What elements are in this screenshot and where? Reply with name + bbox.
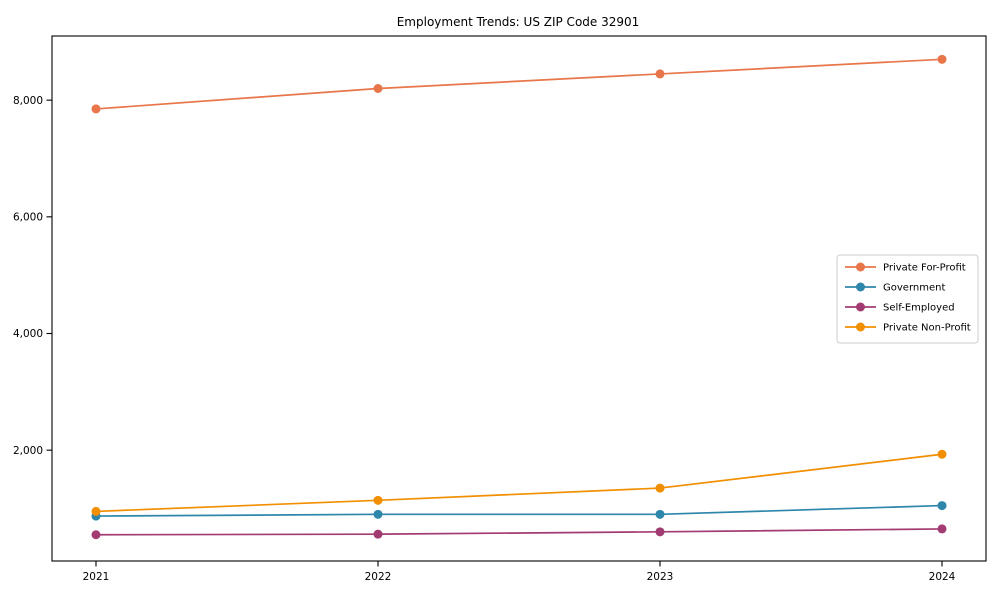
legend-label: Government	[883, 283, 945, 294]
data-point	[373, 84, 383, 93]
legend-entry: Government	[845, 282, 945, 294]
legend-entry: Private For-Profit	[845, 262, 966, 274]
y-tick-label: 8,000	[13, 95, 43, 107]
x-tick-label: 2021	[83, 571, 110, 583]
legend-label: Private For-Profit	[883, 263, 966, 274]
data-point	[655, 483, 665, 493]
legend: Private For-Profit Government Self-Employe…	[836, 254, 979, 344]
y-tick-label: 6,000	[13, 212, 43, 224]
series-line-self-employed	[95, 528, 943, 536]
y-tick-label: 2,000	[13, 445, 43, 457]
legend-entry: Private Non-Profit	[845, 322, 971, 334]
legend-marker	[856, 302, 865, 312]
data-point	[373, 509, 383, 519]
x-tick-label: 2022	[365, 571, 392, 583]
legend-marker	[856, 322, 865, 332]
data-point	[937, 524, 947, 534]
data-point	[655, 509, 665, 519]
data-point	[937, 54, 947, 64]
data-point	[937, 449, 947, 459]
legend-box	[836, 254, 979, 344]
data-point	[655, 527, 665, 537]
data-point	[373, 495, 383, 505]
data-point	[91, 506, 101, 516]
chart-title: Employment Trends: US ZIP Code 32901	[397, 15, 640, 29]
data-point	[937, 501, 947, 511]
axes-spines	[51, 35, 987, 562]
data-point	[91, 104, 101, 114]
legend-entry: Self-Employed	[845, 302, 955, 314]
legend-label: Self-Employed	[883, 303, 955, 314]
series-line-government	[95, 504, 943, 517]
series-line-private-for-profit	[95, 58, 943, 110]
legend-marker	[856, 282, 865, 292]
y-tick-label: 4,000	[13, 328, 43, 340]
plot-area: 2,000 4,000 6,000 8,000 2021 2022 2023 2024 Priv…	[13, 35, 987, 583]
x-tick-label: 2024	[929, 571, 956, 583]
data-point	[91, 530, 101, 540]
x-tick-label: 2023	[647, 571, 674, 583]
legend-marker	[856, 262, 865, 272]
series-line-private-non-profit	[95, 453, 943, 513]
data-point	[655, 69, 665, 79]
data-point	[373, 529, 383, 539]
legend-label: Private Non-Profit	[883, 323, 971, 334]
